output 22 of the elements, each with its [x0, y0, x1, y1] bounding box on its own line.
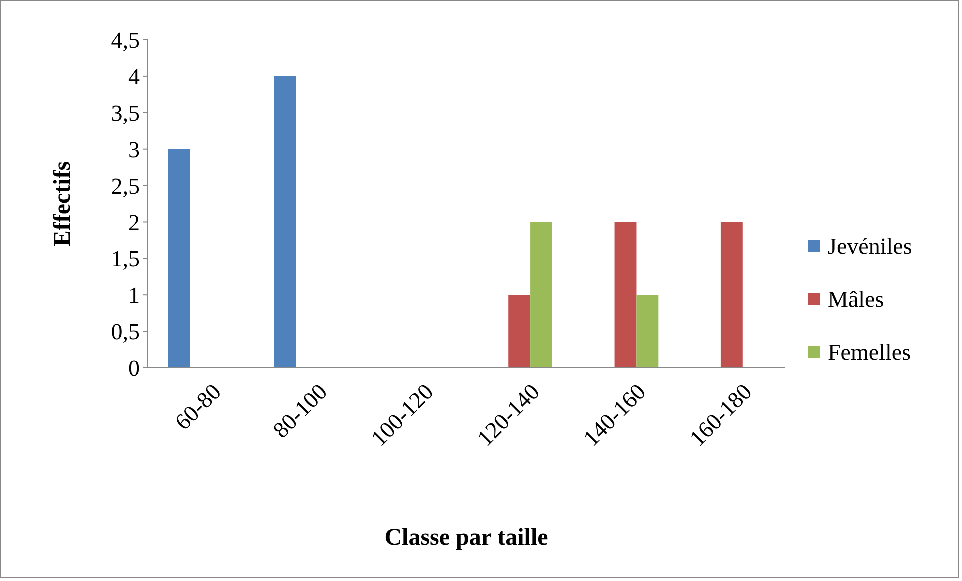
y-tick-label: 0,5 — [111, 320, 140, 345]
y-tick-label: 4,5 — [111, 28, 140, 54]
bar — [274, 76, 296, 368]
bar — [636, 295, 659, 368]
y-tick-label: 4 — [128, 64, 140, 90]
bar — [508, 295, 531, 368]
y-tick-label: 0 — [128, 356, 140, 382]
y-axis-title: Effectifs — [50, 161, 76, 247]
legend-label: Mâles — [828, 287, 884, 312]
x-axis-title: Classe par taille — [384, 525, 549, 551]
y-tick-label: 2,5 — [111, 174, 140, 199]
y-tick-label: 3,5 — [111, 100, 140, 126]
legend-label: Femelles — [828, 340, 912, 366]
bar — [720, 222, 743, 368]
legend-label: Jevéniles — [828, 234, 912, 260]
y-tick-label: 3 — [128, 137, 140, 162]
y-tick-label: 1,5 — [111, 246, 140, 272]
y-tick-label: 2 — [128, 210, 140, 236]
bar — [530, 222, 552, 368]
y-tick-label: 1 — [128, 283, 140, 308]
bar — [168, 149, 190, 368]
bar — [614, 222, 637, 368]
